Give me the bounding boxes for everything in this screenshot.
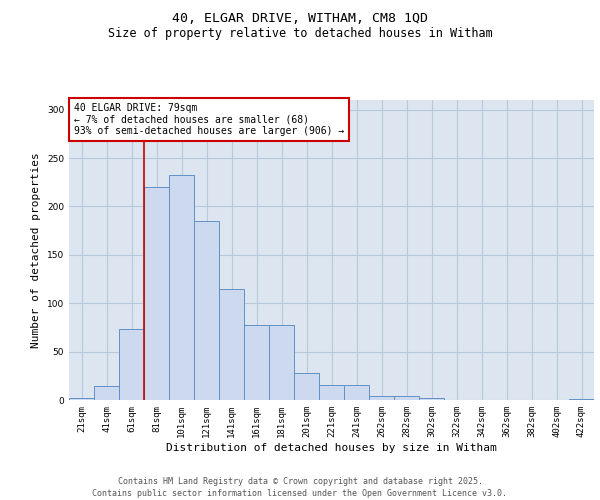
Bar: [569, 399, 594, 400]
Bar: [219, 288, 244, 400]
Bar: [269, 324, 294, 400]
Bar: [69, 398, 94, 400]
Text: Size of property relative to detached houses in Witham: Size of property relative to detached ho…: [107, 28, 493, 40]
Bar: [294, 373, 319, 400]
Bar: [419, 398, 444, 400]
Text: 40 ELGAR DRIVE: 79sqm
← 7% of detached houses are smaller (68)
93% of semi-detac: 40 ELGAR DRIVE: 79sqm ← 7% of detached h…: [74, 103, 344, 136]
Bar: [194, 221, 219, 400]
Bar: [94, 386, 119, 400]
Bar: [394, 396, 419, 400]
Bar: [369, 396, 394, 400]
Y-axis label: Number of detached properties: Number of detached properties: [31, 152, 41, 348]
Bar: [169, 176, 194, 400]
X-axis label: Distribution of detached houses by size in Witham: Distribution of detached houses by size …: [166, 442, 497, 452]
Bar: [244, 324, 269, 400]
Bar: [319, 384, 344, 400]
Text: 40, ELGAR DRIVE, WITHAM, CM8 1QD: 40, ELGAR DRIVE, WITHAM, CM8 1QD: [172, 12, 428, 26]
Bar: [144, 187, 169, 400]
Text: Contains HM Land Registry data © Crown copyright and database right 2025.
Contai: Contains HM Land Registry data © Crown c…: [92, 476, 508, 498]
Bar: [344, 384, 369, 400]
Bar: [119, 330, 144, 400]
